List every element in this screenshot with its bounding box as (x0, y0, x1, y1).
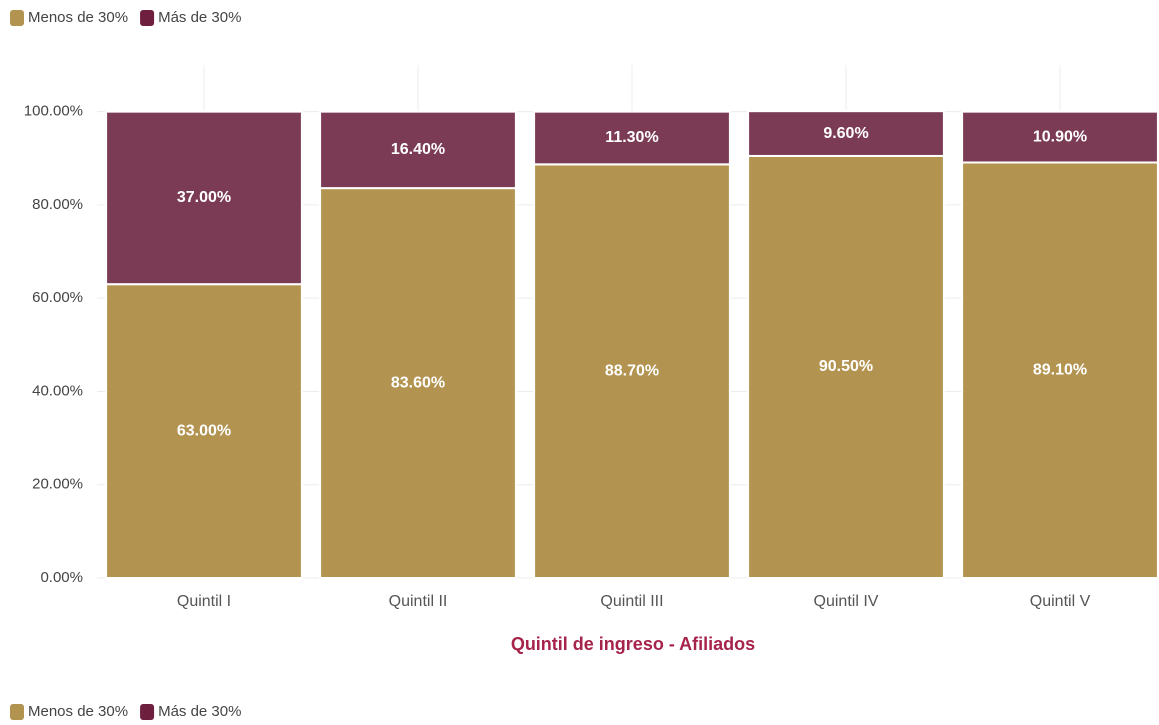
value-label: 16.40% (391, 141, 445, 158)
bar-segment (533, 163, 731, 579)
bar-segment (747, 154, 945, 579)
value-label: 63.00% (177, 422, 231, 439)
bar-segment (105, 110, 303, 286)
bar-segment (319, 187, 517, 579)
bar-segment (105, 283, 303, 579)
x-tick-label: Quintil V (1030, 593, 1091, 610)
bar-segment (961, 110, 1159, 164)
bar-segment (319, 110, 517, 190)
value-label: 37.00% (177, 189, 231, 206)
value-label: 11.30% (605, 129, 658, 146)
value-label: 9.60% (823, 125, 868, 142)
y-tick-label: 60.00% (32, 289, 83, 306)
y-tick-label: 40.00% (32, 382, 83, 399)
bar-segment (533, 110, 731, 166)
value-label: 83.60% (391, 374, 445, 391)
legend-swatch (10, 704, 24, 720)
value-label: 88.70% (605, 362, 659, 379)
y-tick-label: 0.00% (40, 569, 83, 586)
value-label: 89.10% (1033, 361, 1087, 378)
legend-label: Más de 30% (158, 9, 241, 26)
value-label: 10.90% (1033, 128, 1087, 145)
x-tick-label: Quintil II (389, 593, 448, 610)
legend-label: Menos de 30% (28, 703, 128, 720)
bar-segment (747, 110, 945, 157)
y-tick-label: 80.00% (32, 196, 83, 213)
x-tick-label: Quintil III (600, 593, 663, 610)
x-axis-label: Quintil de ingreso - Afiliados (511, 634, 755, 654)
value-label: 90.50% (819, 358, 873, 375)
y-tick-label: 20.00% (32, 476, 83, 493)
legend-label: Más de 30% (158, 703, 241, 720)
y-tick-label: 100.00% (24, 103, 83, 120)
x-tick-label: Quintil IV (814, 593, 879, 610)
x-tick-label: Quintil I (177, 593, 231, 610)
bar-segment (961, 161, 1159, 579)
legend-swatch (10, 10, 24, 26)
legend-swatch (140, 704, 155, 720)
legend-swatch (140, 10, 155, 26)
legend-label: Menos de 30% (28, 9, 128, 26)
